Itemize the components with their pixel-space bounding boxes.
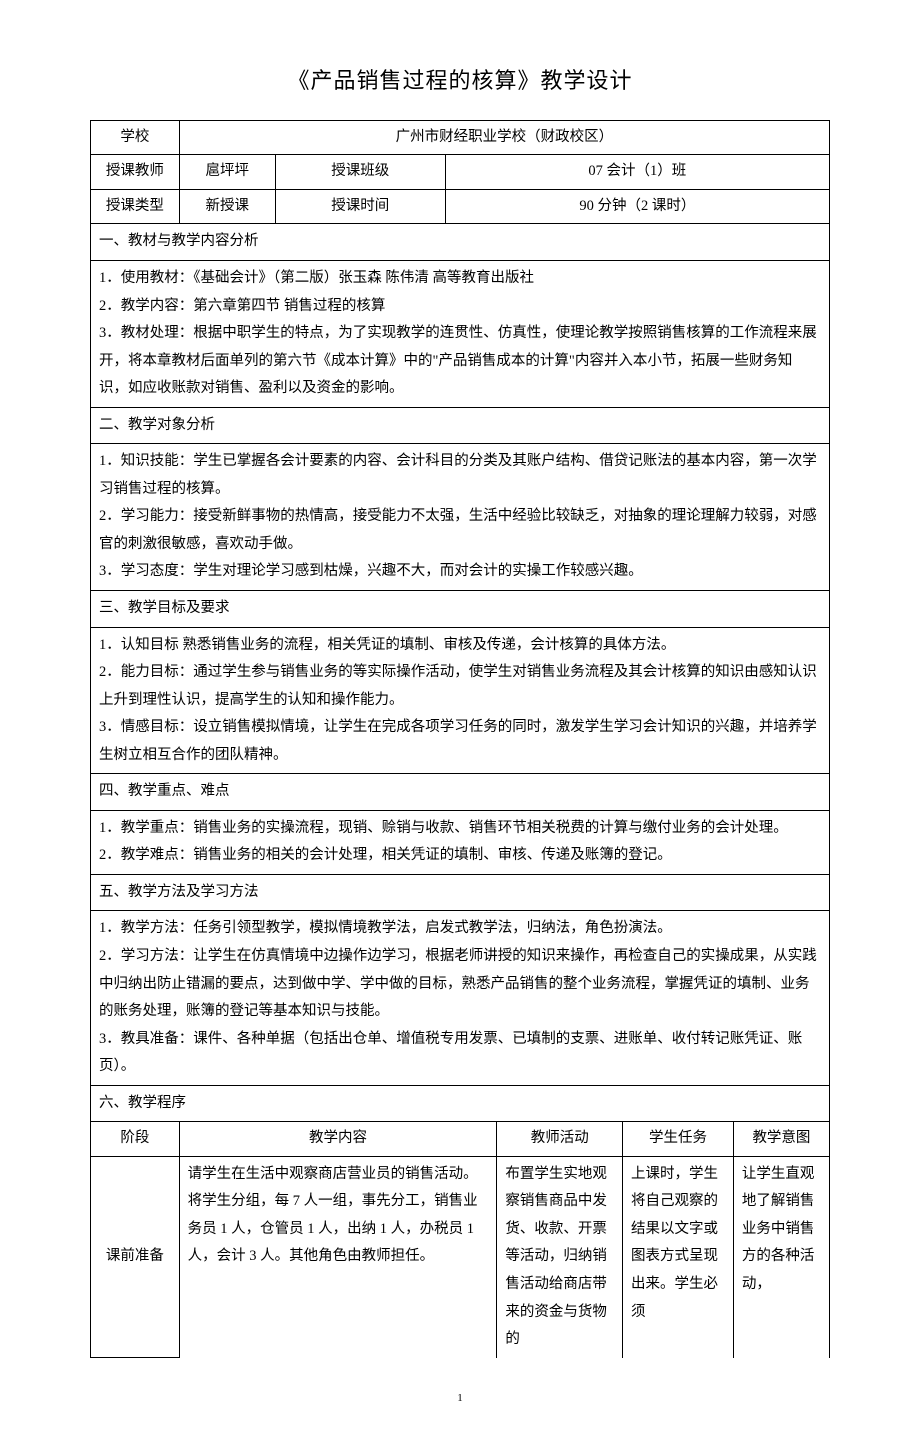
lesson-plan-table: 学校 广州市财经职业学校（财政校区） 授课教师 扈坪坪 授课班级 07 会计（1… (90, 120, 830, 1358)
s3-p3: 3．情感目标：设立销售模拟情境，让学生在完成各项学习任务的同时，激发学生学习会计… (99, 719, 817, 763)
s5-p3: 3．教具准备：课件、各种单据（包括出仓单、增值税专用发票、已填制的支票、进账单、… (99, 1031, 802, 1075)
s3-p2: 2．能力目标：通过学生参与销售业务的等实际操作活动，使学生对销售业务流程及其会计… (99, 664, 817, 708)
s1-p2: 2．教学内容：第六章第四节 销售过程的核算 (99, 298, 385, 314)
col-teacher: 教师活动 (497, 1122, 623, 1157)
s1-p3: 3．教材处理：根据中职学生的特点，为了实现教学的连贯性、仿真性，使理论教学按照销… (99, 325, 817, 396)
s5-p2: 2．学习方法：让学生在仿真情境中边操作边学习，根据老师讲授的知识来操作，再检查自… (99, 948, 817, 1019)
row1-content: 请学生在生活中观察商店营业员的销售活动。将学生分组，每 7 人一组，事先分工，销… (179, 1156, 497, 1357)
section-1-head: 一、教材与教学内容分析 (91, 224, 830, 261)
section-1-body: 1．使用教材：《基础会计》（第二版）张玉森 陈伟清 高等教育出版社 2．教学内容… (91, 260, 830, 407)
section-6-head: 六、教学程序 (91, 1085, 830, 1122)
row1-stage: 课前准备 (91, 1156, 180, 1357)
page-number: 1 (90, 1388, 830, 1409)
label-class: 授课班级 (275, 155, 445, 190)
section-4-head: 四、教学重点、难点 (91, 774, 830, 811)
section-4-body: 1．教学重点：销售业务的实操流程，现销、赊销与收款、销售环节相关税费的计算与缴付… (91, 810, 830, 874)
label-time: 授课时间 (275, 189, 445, 224)
section-2-body: 1．知识技能：学生已掌握各会计要素的内容、会计科目的分类及其账户结构、借贷记账法… (91, 444, 830, 591)
page-title: 《产品销售过程的核算》教学设计 (90, 60, 830, 102)
row1-intent: 让学生直观地了解销售业务中销售方的各种活动， (733, 1156, 829, 1357)
section-2-head: 二、教学对象分析 (91, 407, 830, 444)
col-intent: 教学意图 (733, 1122, 829, 1157)
value-class: 07 会计（1）班 (445, 155, 829, 190)
value-school: 广州市财经职业学校（财政校区） (179, 120, 829, 155)
s3-p1: 1．认知目标 熟悉销售业务的流程，相关凭证的填制、审核及传递，会计核算的具体方法… (99, 637, 675, 653)
s2-p2: 2．学习能力：接受新鲜事物的热情高，接受能力不太强，生活中经验比较缺乏，对抽象的… (99, 508, 817, 552)
section-3-body: 1．认知目标 熟悉销售业务的流程，相关凭证的填制、审核及传递，会计核算的具体方法… (91, 627, 830, 774)
value-type: 新授课 (179, 189, 275, 224)
col-stage: 阶段 (91, 1122, 180, 1157)
col-content: 教学内容 (179, 1122, 497, 1157)
value-time: 90 分钟（2 课时） (445, 189, 829, 224)
row1-student: 上课时，学生将自己观察的结果以文字或图表方式呈现出来。学生必须 (623, 1156, 734, 1357)
s5-p1: 1．教学方法：任务引领型教学，模拟情境教学法，启发式教学法，归纳法，角色扮演法。 (99, 920, 672, 936)
section-3-head: 三、教学目标及要求 (91, 591, 830, 628)
value-teacher: 扈坪坪 (179, 155, 275, 190)
label-school: 学校 (91, 120, 180, 155)
label-type: 授课类型 (91, 189, 180, 224)
section-5-head: 五、教学方法及学习方法 (91, 874, 830, 911)
section-5-body: 1．教学方法：任务引领型教学，模拟情境教学法，启发式教学法，归纳法，角色扮演法。… (91, 911, 830, 1085)
col-student: 学生任务 (623, 1122, 734, 1157)
s4-p1: 1．教学重点：销售业务的实操流程，现销、赊销与收款、销售环节相关税费的计算与缴付… (99, 820, 788, 836)
s2-p3: 3．学习态度：学生对理论学习感到枯燥，兴趣不大，而对会计的实操工作较感兴趣。 (99, 563, 643, 579)
label-teacher: 授课教师 (91, 155, 180, 190)
s4-p2: 2．教学难点：销售业务的相关的会计处理，相关凭证的填制、审核、传递及账簿的登记。 (99, 847, 672, 863)
s2-p1: 1．知识技能：学生已掌握各会计要素的内容、会计科目的分类及其账户结构、借贷记账法… (99, 453, 817, 497)
row1-teacher: 布置学生实地观察销售商品中发货、收款、开票等活动，归纳销售活动给商店带来的资金与… (497, 1156, 623, 1357)
s1-p1: 1．使用教材：《基础会计》（第二版）张玉森 陈伟清 高等教育出版社 (99, 270, 534, 286)
